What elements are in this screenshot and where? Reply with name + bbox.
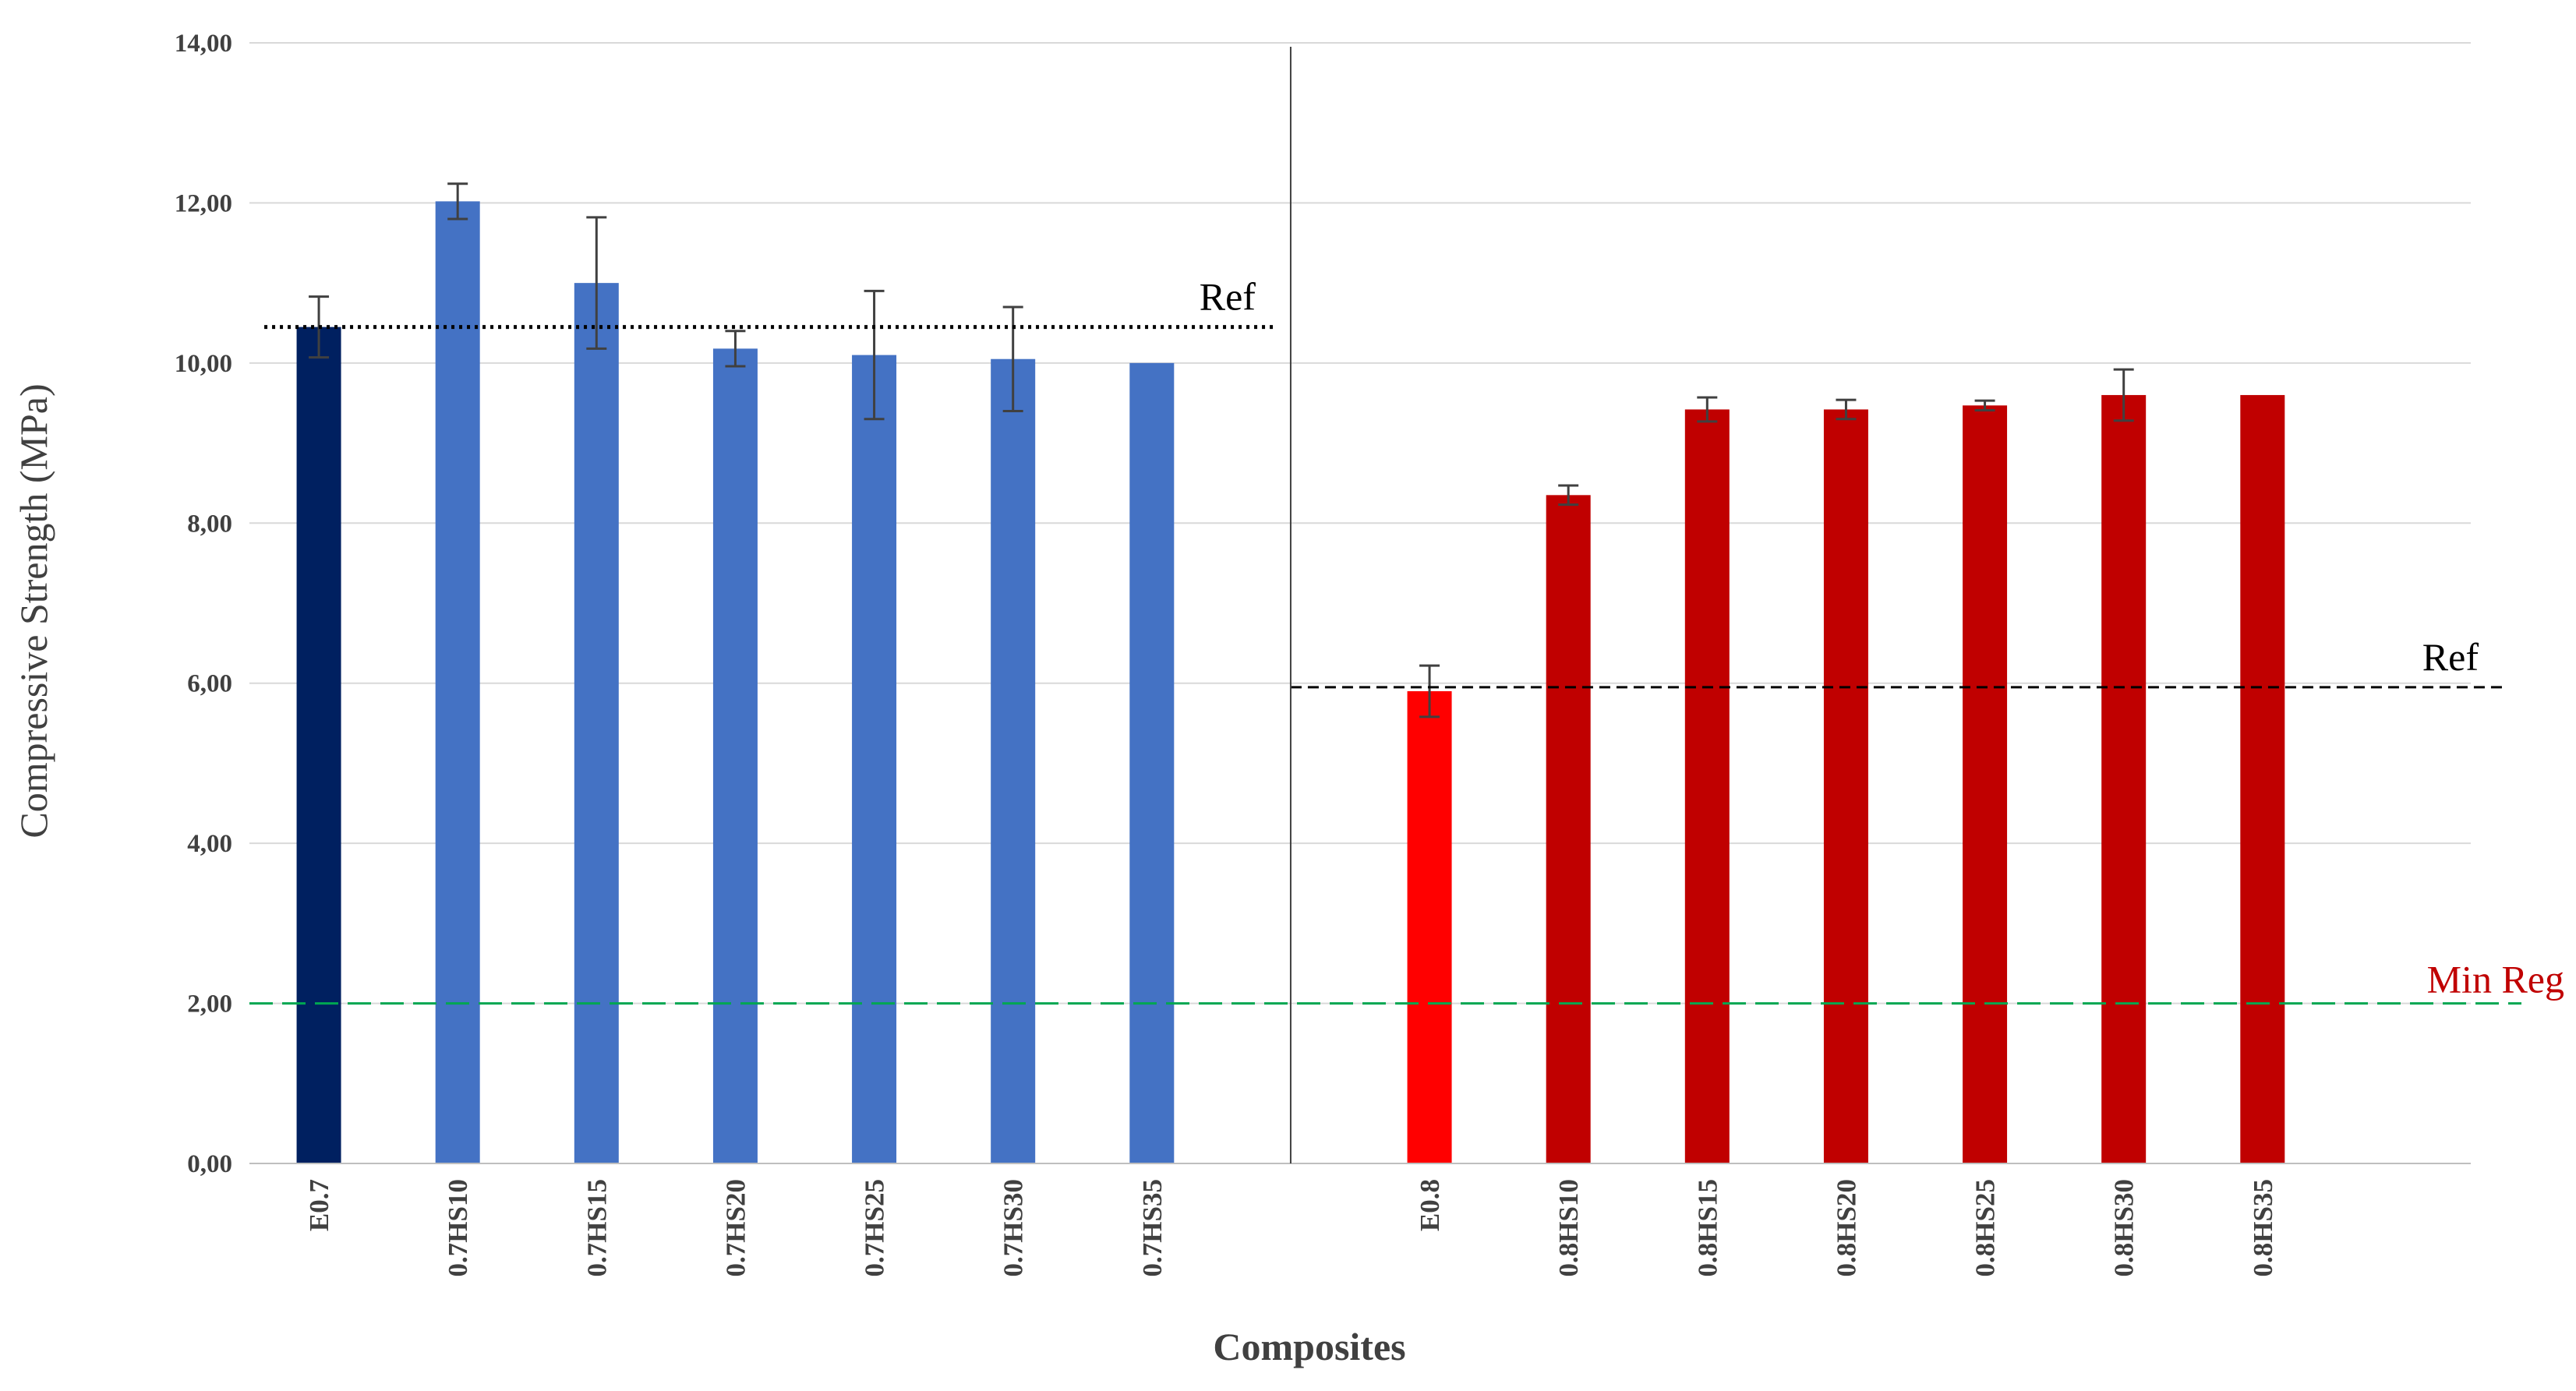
y-tick-label: 0,00 [187, 1150, 232, 1178]
x-category-label: 0.7HS10 [443, 1179, 473, 1276]
error-bar-E0.8 [1419, 664, 1440, 718]
reference-line-label: Ref [2422, 635, 2479, 679]
y-tick-label: 10,00 [175, 350, 232, 378]
x-category-label: 0.8HS10 [1553, 1179, 1584, 1276]
error-bar-0.8HS10 [1558, 484, 1579, 507]
reference-lines: Ref Ref Min Reg [249, 275, 2564, 1005]
x-category-label: 0.8HS30 [2109, 1179, 2140, 1276]
bars [296, 201, 2285, 1164]
error-bar-0.7HS15 [586, 216, 607, 350]
x-category-label: 0.8HS25 [1970, 1179, 2001, 1276]
reference-line-label: Ref [1200, 275, 1256, 319]
x-category-label: E0.8 [1415, 1179, 1445, 1231]
bar-0.7HS30 [991, 358, 1036, 1163]
x-category-label: 0.8HS15 [1692, 1179, 1723, 1276]
y-tick-label: 4,00 [187, 830, 232, 858]
bar-0.7HS35 [1129, 362, 1175, 1163]
bar-0.8HS25 [1963, 405, 2008, 1163]
error-bar-0.7HS30 [1002, 305, 1023, 412]
error-bar-0.8HS20 [1836, 398, 1857, 421]
x-category-label: 0.7HS30 [998, 1179, 1029, 1276]
bar-0.7HS25 [852, 355, 897, 1164]
x-category-label: 0.7HS25 [860, 1179, 890, 1276]
reference-line-1: Ref [264, 275, 1275, 330]
y-tick-label: 8,00 [187, 510, 232, 538]
error-bar-0.8HS30 [2113, 368, 2134, 422]
x-category-label: 0.7HS20 [720, 1179, 751, 1276]
bar-0.8HS10 [1546, 495, 1591, 1163]
x-axis-title: Composites [1213, 1325, 1405, 1368]
x-category-label: E0.7 [304, 1179, 334, 1231]
bar-0.8HS15 [1684, 409, 1730, 1163]
bar-0.7HS15 [574, 283, 619, 1164]
error-bar-0.8HS25 [1974, 399, 1995, 411]
x-category-label: 0.8HS20 [1831, 1179, 1861, 1276]
bar-0.8HS35 [2240, 394, 2285, 1163]
bar-0.8HS30 [2101, 394, 2147, 1163]
y-tick-label: 2,00 [187, 990, 232, 1019]
reference-line-3: Min Reg [249, 958, 2564, 1005]
error-bar-0.8HS15 [1697, 396, 1718, 423]
bar-E0.7 [296, 327, 341, 1163]
y-tick-label: 14,00 [175, 30, 232, 58]
x-category-label: 0.8HS35 [2248, 1179, 2278, 1276]
error-bar-0.7HS10 [447, 182, 468, 221]
x-category-label: 0.7HS15 [581, 1179, 612, 1276]
error-bar-0.7HS20 [725, 330, 746, 368]
bar-0.7HS10 [435, 201, 480, 1164]
error-bar-0.7HS25 [864, 289, 885, 421]
y-axis-title: Compressive Strength (MPa) [12, 383, 55, 838]
reference-line-label: Min Reg [2427, 958, 2564, 1001]
error-bars [309, 182, 2134, 718]
reference-line-2: Ref [1290, 635, 2506, 689]
gridlines [249, 42, 2471, 1004]
y-axis-tick-labels: 0,00 2,00 4,00 6,00 8,00 10,00 12,00 14,00 [175, 30, 232, 1178]
x-axis-category-labels: E0.7 0.7HS10 0.7HS15 0.7HS20 0.7HS25 0.7HS30 0… [304, 1179, 2278, 1276]
bar-0.8HS20 [1823, 409, 1868, 1163]
x-category-label: 0.7HS35 [1137, 1179, 1168, 1276]
bar-0.7HS20 [712, 348, 758, 1164]
bar-E0.8 [1407, 690, 1452, 1163]
y-tick-label: 12,00 [175, 189, 232, 217]
y-tick-label: 6,00 [187, 670, 232, 698]
